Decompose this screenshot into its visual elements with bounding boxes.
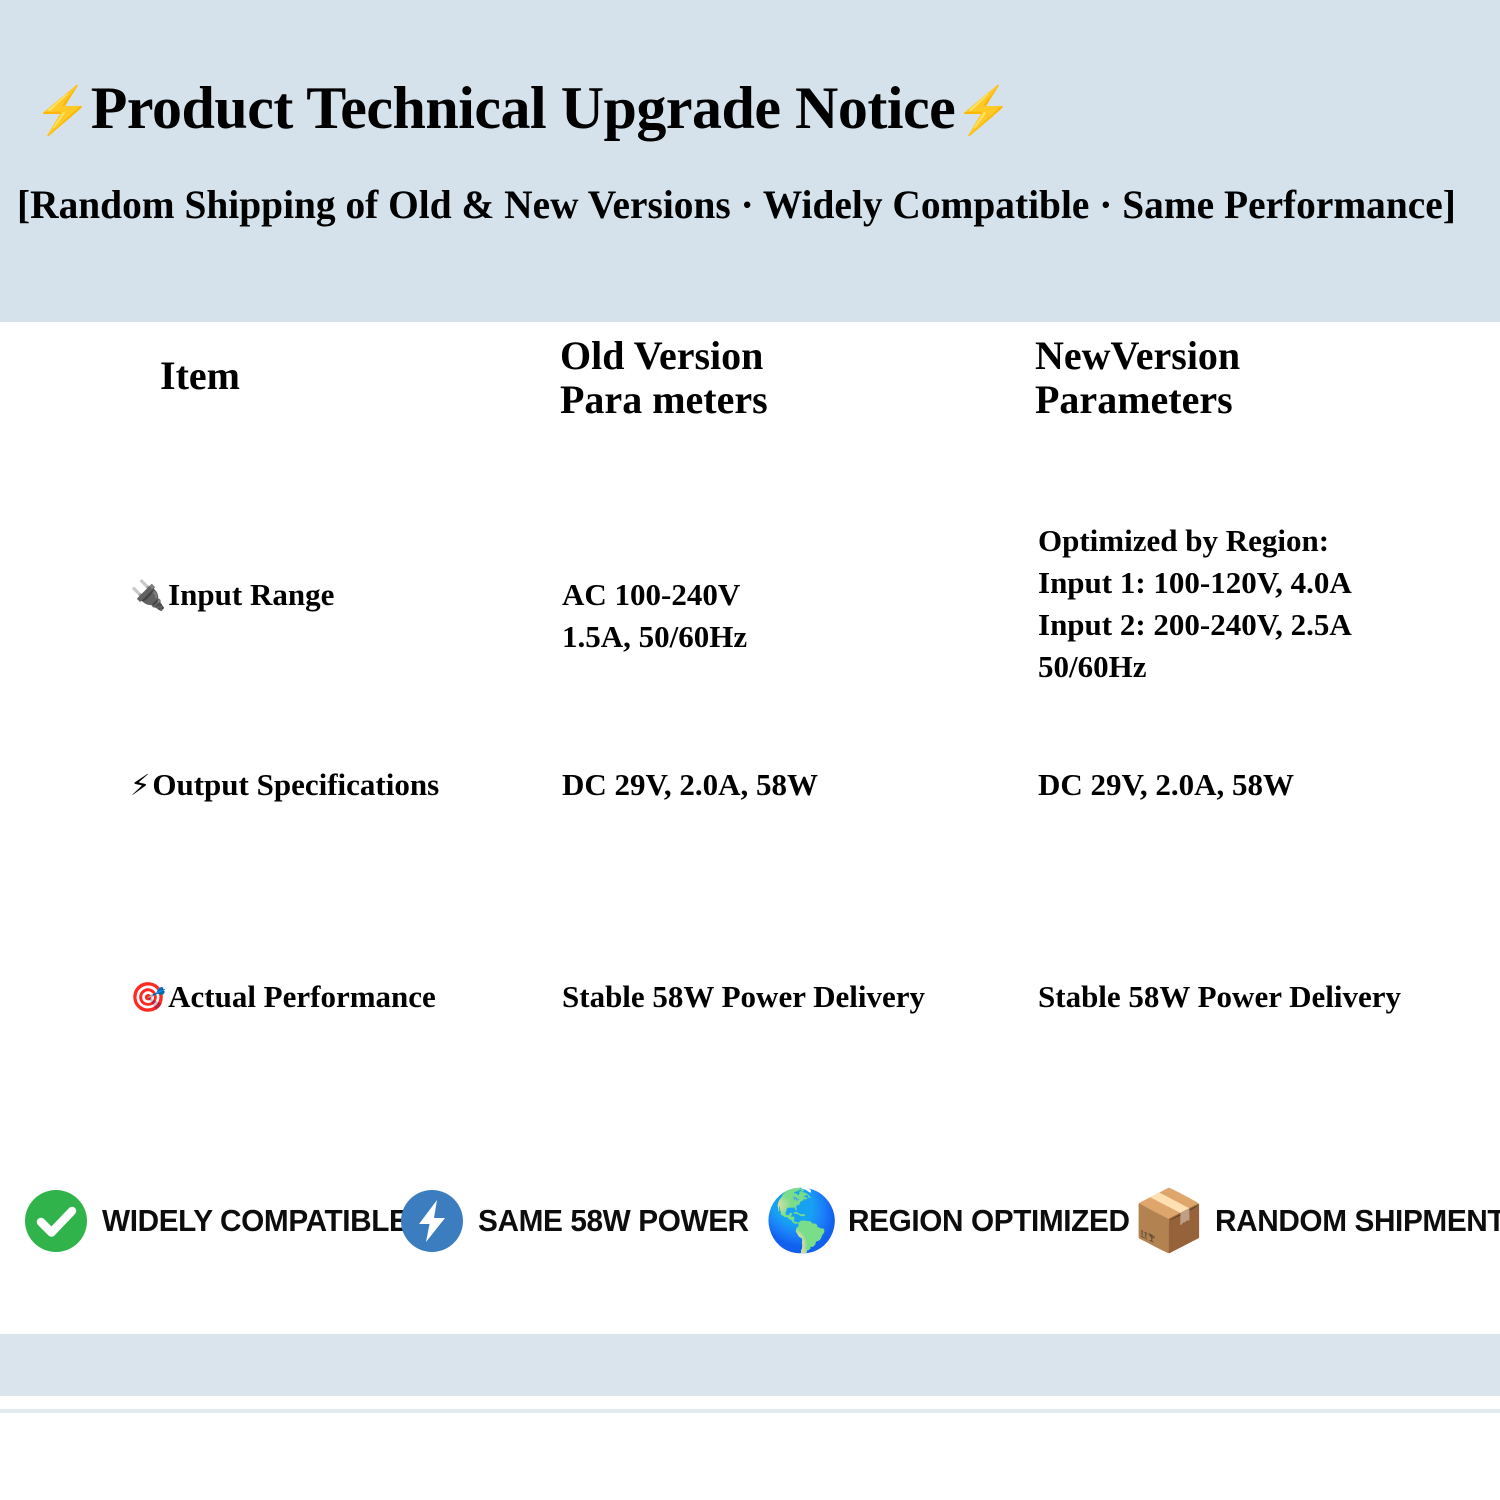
page-title-text: Product Technical Upgrade Notice [90, 75, 956, 141]
target-icon: 🎯 [130, 980, 167, 1014]
bottom-hairline [0, 1409, 1500, 1413]
badge-same-58w-power: SAME 58W POWER [398, 1175, 760, 1267]
table-row: ⚡Output Specifications DC 29V, 2.0A, 58W… [0, 732, 1500, 942]
cell-old-actual-performance: Stable 58W Power Delivery [562, 979, 926, 1014]
column-header-item: Item [160, 353, 240, 398]
row-label-text: Actual Performance [168, 979, 436, 1014]
row-label-output-specifications: ⚡Output Specifications [130, 764, 439, 806]
green-check-circle-icon [22, 1187, 90, 1255]
badge-random-shipment: 📦 RANDOM SHIPMENT [1131, 1175, 1500, 1267]
bottom-band [0, 1334, 1500, 1396]
lightning-bolt-left-icon: ⚡ [34, 85, 91, 136]
cell-new-actual-performance: Stable 58W Power Delivery [1038, 979, 1402, 1014]
blue-lightning-circle-icon [398, 1187, 466, 1255]
column-header-new-version: NewVersion Parameters [1035, 333, 1241, 422]
column-header-old-version: Old Version Para meters [560, 333, 768, 422]
plug-icon: 🔌 [130, 578, 167, 612]
cell-new-input-range: Optimized by Region: Input 1: 100-120V, … [1038, 523, 1352, 684]
row-label-input-range: 🔌Input Range [130, 574, 334, 616]
row-label-text: Input Range [168, 577, 335, 612]
page-title: ⚡Product Technical Upgrade Notice⚡ [34, 75, 1013, 141]
comparison-table: Item Old Version Para meters NewVersion … [0, 322, 1500, 1122]
badge-label: REGION OPTIMIZED [848, 1203, 1130, 1238]
badge-widely-compatible: WIDELY COMPATIBLE [22, 1175, 421, 1267]
page-subtitle: [Random Shipping of Old & New Versions ·… [17, 182, 1456, 227]
cell-new-output-specifications: DC 29V, 2.0A, 58W [1038, 767, 1295, 802]
package-box-icon: 📦 [1131, 1186, 1207, 1256]
row-label-actual-performance: 🎯Actual Performance [130, 976, 436, 1018]
globe-americas-icon: 🌎 [764, 1186, 840, 1256]
lightning-bolt-right-icon: ⚡ [955, 85, 1013, 136]
cell-old-input-range: AC 100-240V 1.5A, 50/60Hz [562, 577, 748, 654]
badge-label: RANDOM SHIPMENT [1215, 1203, 1500, 1238]
header-banner: ⚡Product Technical Upgrade Notice⚡ [Rand… [0, 0, 1500, 322]
feature-badge-row: WIDELY COMPATIBLE SAME 58W POWER 🌎 REGIO… [0, 1175, 1500, 1267]
lightning-icon: ⚡ [130, 768, 151, 802]
table-header-row: Item Old Version Para meters NewVersion … [0, 322, 1500, 482]
badge-region-optimized: 🌎 REGION OPTIMIZED [764, 1175, 1141, 1267]
table-row: 🎯Actual Performance Stable 58W Power Del… [0, 942, 1500, 1122]
badge-label: SAME 58W POWER [478, 1203, 749, 1238]
table-row: 🔌Input Range AC 100-240V 1.5A, 50/60Hz O… [0, 482, 1500, 732]
badge-label: WIDELY COMPATIBLE [102, 1203, 409, 1238]
cell-old-output-specifications: DC 29V, 2.0A, 58W [562, 767, 819, 802]
row-label-text: Output Specifications [152, 767, 440, 802]
